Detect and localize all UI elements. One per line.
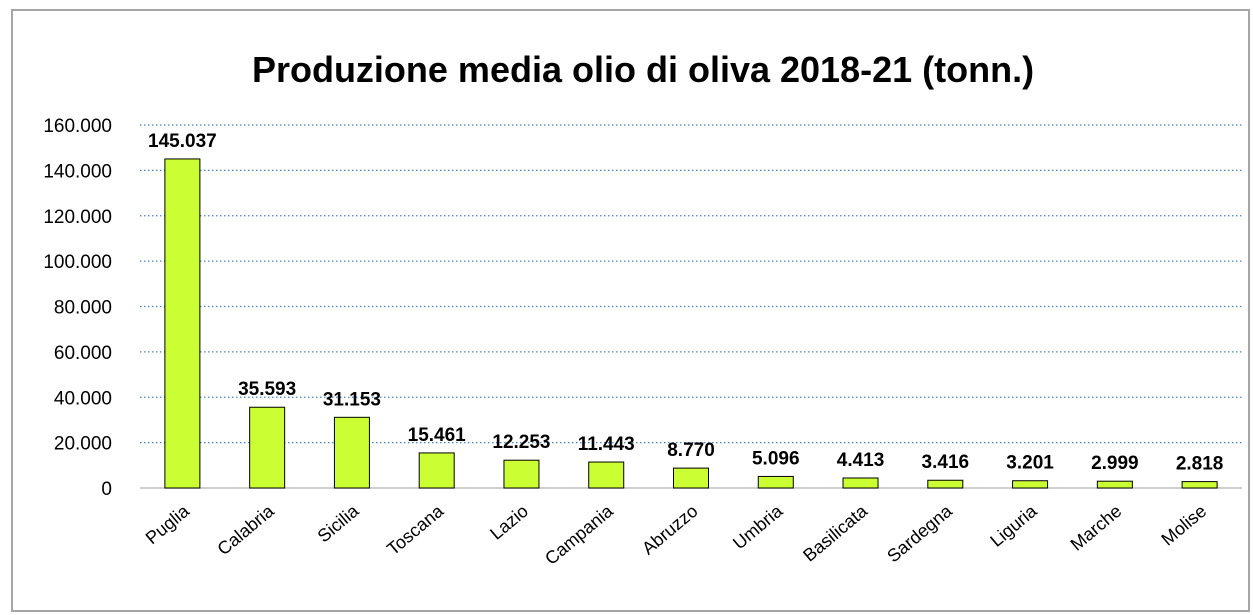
x-tick-label: Lazio <box>486 501 532 544</box>
bar-marche <box>1096 480 1133 489</box>
bar-calabria <box>249 406 286 489</box>
x-tick-label: Basilicata <box>799 500 872 565</box>
y-tick-label: 60.000 <box>54 343 112 364</box>
y-tick-label: 80.000 <box>54 298 112 319</box>
bar-puglia <box>164 158 201 489</box>
y-tick-label: 0 <box>101 479 112 500</box>
data-label: 145.037 <box>148 131 217 152</box>
data-label: 3.201 <box>1006 453 1054 474</box>
x-tick-label: Abruzzo <box>638 501 701 559</box>
chart-title: Produzione media olio di oliva 2018-21 (… <box>252 49 1034 90</box>
bars <box>164 158 1218 489</box>
chart-frame <box>11 9 1250 612</box>
x-tick-label: Sardegna <box>883 500 956 566</box>
data-label: 2.818 <box>1176 454 1224 475</box>
data-label: 35.593 <box>238 379 296 400</box>
y-tick-label: 140.000 <box>43 161 112 182</box>
data-label: 8.770 <box>667 440 715 461</box>
x-tick-label: Umbria <box>729 500 787 553</box>
x-tick-label: Calabria <box>214 500 279 559</box>
y-tick-label: 160.000 <box>43 116 112 137</box>
bar-sicilia <box>333 416 370 489</box>
x-tick-label: Campania <box>541 500 617 569</box>
bar-abruzzo <box>673 467 709 489</box>
bar-basilicata <box>842 477 879 489</box>
data-labels: 145.037 35.593 31.153 15.461 12.253 11.443 8.7… <box>148 131 1223 475</box>
y-tick-label: 40.000 <box>54 388 112 409</box>
y-tick-label: 20.000 <box>54 434 112 455</box>
bar-lazio <box>503 459 540 489</box>
x-tick-label: Puglia <box>142 500 194 548</box>
bar-umbria <box>757 475 794 489</box>
x-tick-label: Liguria <box>986 500 1041 551</box>
data-label: 12.253 <box>492 432 550 453</box>
data-label: 4.413 <box>837 450 885 471</box>
y-tick-label: 100.000 <box>43 252 112 273</box>
x-tick-label: Marche <box>1067 501 1126 555</box>
bar-campania <box>588 461 625 489</box>
data-label: 15.461 <box>408 425 467 446</box>
data-label: 2.999 <box>1091 453 1139 474</box>
data-label: 11.443 <box>578 434 635 455</box>
x-tick-label: Toscana <box>383 500 448 559</box>
data-label: 31.153 <box>323 389 381 410</box>
bar-sardegna <box>927 479 964 489</box>
bar-molise <box>1181 481 1218 489</box>
data-label: 5.096 <box>752 448 800 469</box>
bar-toscana <box>418 452 455 489</box>
y-axis-ticks: 0 20.000 40.000 60.000 80.000 100.000 120.000 1… <box>43 116 112 500</box>
x-tick-label: Molise <box>1157 501 1210 550</box>
data-label: 3.416 <box>922 452 970 473</box>
y-tick-label: 120.000 <box>43 207 112 228</box>
bar-liguria <box>1012 480 1049 489</box>
x-tick-label: Sicilia <box>314 500 364 546</box>
gridlines <box>140 124 1242 444</box>
x-axis-ticks: Puglia Calabria Sicilia Toscana Lazio Campani… <box>142 500 1210 569</box>
